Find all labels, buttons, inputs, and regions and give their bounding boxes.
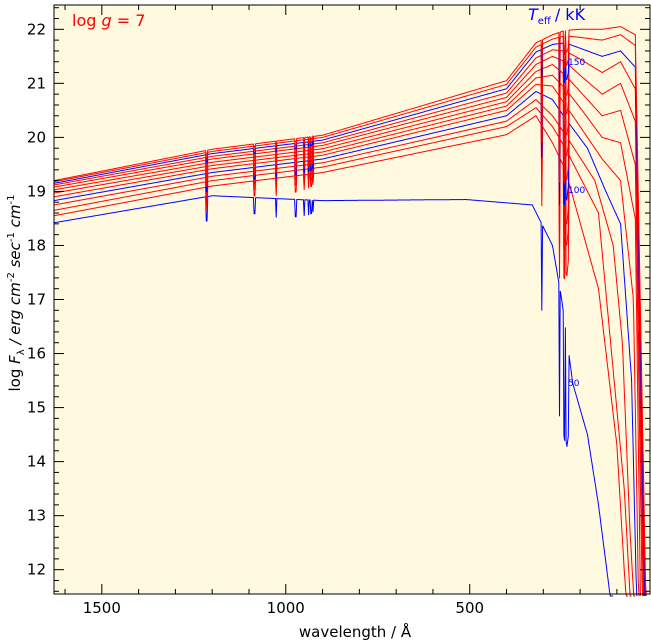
- teff-label: Teff / kK: [528, 5, 586, 27]
- y-tick-label: 14: [27, 453, 46, 471]
- series-line-teff-170: [53, 26, 647, 597]
- series-line-teff-140: [53, 49, 645, 597]
- series-line-teff-120: [53, 64, 644, 597]
- series-line-teff-80: [53, 98, 636, 597]
- curve-label-100: 100: [568, 186, 585, 196]
- x-tick-label: 1000: [267, 599, 305, 617]
- gravity-label: log g = 7: [72, 11, 145, 30]
- y-tick-label: 13: [27, 507, 46, 525]
- curve-label-group: 150 100 50: [568, 58, 585, 389]
- x-tick-label: 1500: [83, 599, 121, 617]
- y-tick-label: 18: [27, 236, 46, 254]
- series-group: [53, 26, 647, 597]
- y-tick-label: 17: [27, 291, 46, 309]
- series-line-teff-130: [53, 56, 644, 597]
- curve-label-150: 150: [568, 58, 585, 68]
- series-line-teff-70: [53, 107, 632, 597]
- y-tick-label: 22: [27, 20, 46, 38]
- series-line-teff-90: [53, 90, 638, 597]
- y-tick-label: 19: [27, 182, 46, 200]
- series-line-teff-150: [53, 42, 646, 597]
- curve-label-50: 50: [568, 379, 580, 389]
- x-axis: 1500 1000 500: [64, 5, 618, 617]
- y-tick-label: 12: [27, 561, 46, 579]
- y-tick-label: 20: [27, 128, 46, 146]
- y-axis: 12 13 14 15 16 17 18 19 20 21 22: [27, 7, 650, 592]
- x-axis-title: wavelength / Å: [299, 622, 412, 641]
- y-tick-label: 15: [27, 399, 46, 417]
- series-line-teff-50: [53, 195, 614, 597]
- x-tick-label: 500: [455, 599, 484, 617]
- series-line-teff-160: [53, 34, 647, 597]
- y-axis-title: log Fλ / erg cm-2 sec-1 cm-1: [0, 194, 28, 391]
- plot-area: [54, 5, 650, 594]
- y-tick-label: 21: [27, 74, 46, 92]
- series-line-teff-60: [53, 115, 628, 597]
- y-tick-label: 16: [27, 345, 46, 363]
